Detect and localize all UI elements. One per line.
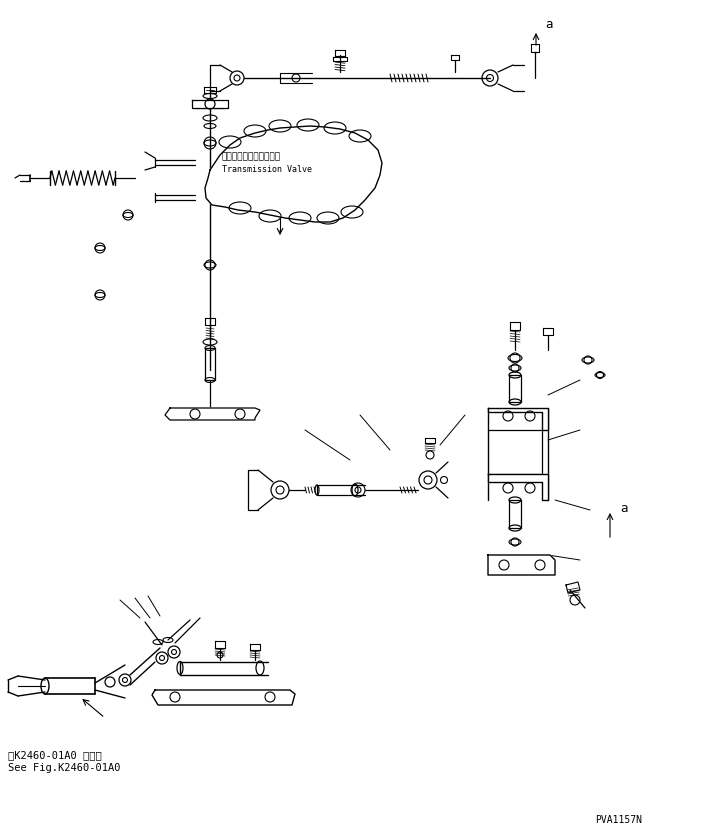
- Text: See Fig.K2460-01A0: See Fig.K2460-01A0: [8, 763, 120, 773]
- Polygon shape: [488, 555, 555, 575]
- Polygon shape: [488, 474, 548, 500]
- Polygon shape: [165, 408, 260, 420]
- Text: トランスミションバルブ: トランスミションバルブ: [222, 152, 281, 161]
- Text: 第K2460-01A0 図参照: 第K2460-01A0 図参照: [8, 750, 102, 760]
- Polygon shape: [488, 408, 548, 430]
- Text: a: a: [620, 502, 628, 514]
- Polygon shape: [152, 690, 295, 705]
- Polygon shape: [192, 100, 228, 108]
- Text: PVA1157N: PVA1157N: [595, 815, 642, 825]
- Text: a: a: [545, 18, 553, 30]
- Polygon shape: [205, 126, 382, 222]
- Text: Transmission Valve: Transmission Valve: [222, 166, 312, 175]
